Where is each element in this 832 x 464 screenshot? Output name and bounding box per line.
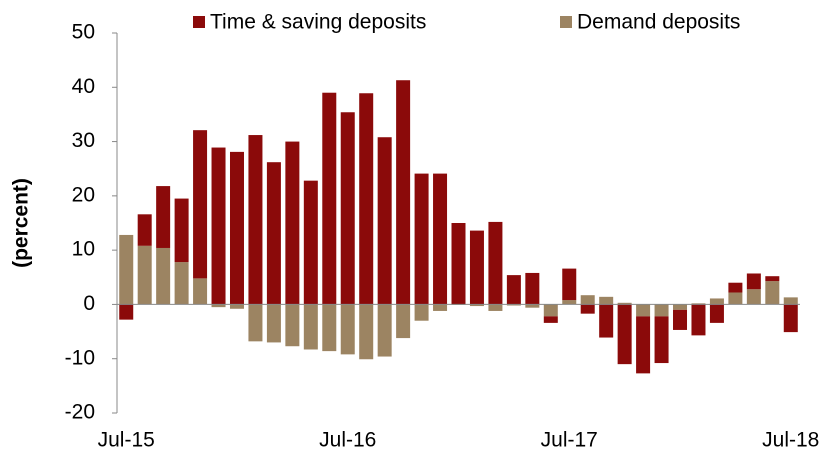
bar (765, 281, 780, 305)
y-tick-label: 20 (72, 183, 95, 206)
bar (673, 309, 688, 330)
bar (377, 304, 392, 357)
bar (691, 303, 706, 305)
bar (285, 304, 300, 347)
y-tick-label: 40 (72, 75, 95, 98)
bar (673, 304, 688, 310)
bar (691, 304, 706, 336)
bar (709, 298, 724, 305)
bar (340, 112, 355, 305)
bar (359, 304, 374, 360)
bar (506, 304, 521, 306)
bar (303, 180, 318, 305)
bar (119, 304, 134, 320)
bar (266, 162, 281, 305)
bar (156, 247, 171, 305)
bar (617, 302, 632, 305)
y-tick-label: 10 (72, 238, 95, 261)
bar (174, 198, 189, 263)
bar (414, 173, 429, 305)
bar (414, 304, 429, 321)
bar (728, 292, 743, 305)
bar (469, 230, 484, 305)
bar (488, 221, 503, 305)
bar (451, 223, 466, 305)
y-tick-label: 0 (83, 292, 95, 315)
y-tick-label: -10 (65, 346, 95, 369)
x-tick-label: Jul-16 (319, 429, 376, 452)
bar (359, 93, 374, 305)
bar (746, 273, 761, 290)
bar (506, 275, 521, 305)
y-tick-label: -20 (65, 401, 95, 424)
y-tick-label: 30 (72, 129, 95, 152)
bar (303, 304, 318, 350)
bar (728, 282, 743, 293)
bar (599, 296, 614, 305)
y-tick-label: 50 (72, 21, 95, 44)
bar (543, 316, 558, 323)
bar (322, 304, 337, 352)
bar (433, 173, 448, 305)
bar (396, 304, 411, 339)
bar (248, 304, 263, 342)
bar (340, 304, 355, 355)
bar (156, 186, 171, 248)
x-tick-label: Jul-15 (98, 429, 155, 452)
bar (783, 304, 798, 333)
bar (137, 214, 152, 246)
bar (783, 297, 798, 305)
bar (746, 289, 761, 305)
bar (174, 262, 189, 305)
bar (654, 304, 669, 317)
bar (765, 276, 780, 282)
bar (193, 130, 208, 279)
bar (469, 304, 484, 307)
y-axis-label: (percent) (10, 178, 33, 268)
bar (636, 316, 651, 374)
bar (377, 137, 392, 305)
legend-swatch (193, 16, 205, 28)
bar (266, 304, 281, 343)
bar (654, 316, 669, 364)
bar (137, 245, 152, 305)
bar (580, 295, 595, 305)
bar (543, 304, 558, 317)
bar (193, 278, 208, 305)
bar (599, 304, 614, 338)
bar (562, 300, 577, 305)
bar (322, 92, 337, 305)
bar (488, 304, 503, 311)
bar (617, 304, 632, 365)
bar (562, 268, 577, 301)
bar (229, 304, 244, 309)
bar (211, 147, 226, 305)
x-tick-label: Jul-17 (541, 429, 598, 452)
bar (525, 272, 540, 305)
legend-label: Demand deposits (577, 11, 740, 34)
bar (709, 304, 724, 323)
legend-label: Time & saving deposits (210, 11, 426, 34)
bar (396, 80, 411, 305)
bar (525, 304, 540, 308)
bar (248, 135, 263, 305)
bar (433, 304, 448, 311)
x-tick-label: Jul-18 (762, 429, 819, 452)
bar (636, 304, 651, 317)
bar (229, 151, 244, 305)
bar (119, 234, 134, 305)
legend-swatch (560, 16, 572, 28)
bar (285, 141, 300, 305)
bar (211, 304, 226, 308)
bar (580, 304, 595, 314)
